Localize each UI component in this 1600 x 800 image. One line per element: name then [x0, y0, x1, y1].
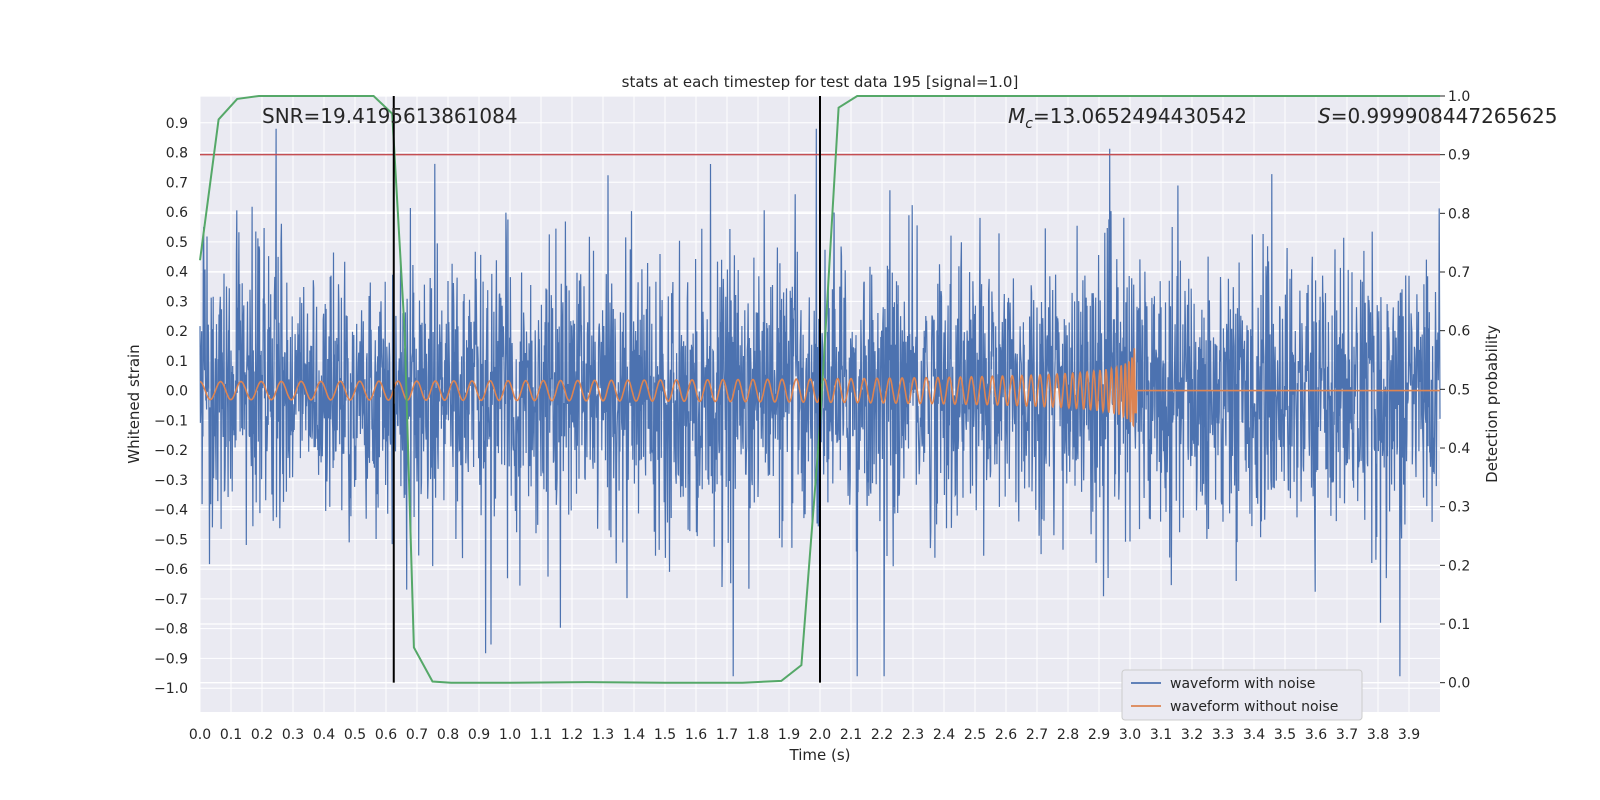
- x-tick-label: 2.7: [1026, 727, 1048, 743]
- chirp-mass-annotation: Mc=13.0652494430542: [1008, 104, 1247, 132]
- y-tick-label: 0.6: [166, 205, 188, 221]
- ticks: 0.0 0.1 0.2 0.3 0.4 0.5 0.6 0.7 0.8 0.9 1.0 1.1 1.2 1…: [154, 89, 1470, 743]
- y-tick-label-right: 0.8: [1448, 206, 1470, 222]
- y-tick-label-right: 0.4: [1448, 441, 1470, 457]
- chirp-mass-symbol: M: [1008, 104, 1025, 128]
- x-tick-label: 2.4: [933, 727, 955, 743]
- x-tick-label: 1.1: [530, 727, 552, 743]
- x-tick-label: 0.1: [220, 727, 242, 743]
- chirp-mass-value: =13.0652494430542: [1033, 104, 1247, 128]
- x-tick-label: 3.0: [1119, 727, 1141, 743]
- s-value: =0.999908447265625: [1331, 104, 1558, 128]
- s-symbol: S: [1318, 104, 1331, 128]
- y-tick-label-right: 1.0: [1448, 89, 1470, 105]
- y-tick-label: 0.2: [166, 324, 188, 340]
- y-tick-label: −0.6: [154, 562, 188, 578]
- y-tick-label-right: 0.5: [1448, 382, 1470, 398]
- x-tick-label: 2.9: [1088, 727, 1110, 743]
- x-tick-label: 1.2: [561, 727, 583, 743]
- y-tick-label-right: 0.0: [1448, 676, 1470, 692]
- x-tick-label: 2.3: [902, 727, 924, 743]
- x-tick-label: 2.2: [871, 727, 893, 743]
- snr-annotation: SNR=19.4195613861084: [262, 104, 518, 128]
- chirp-mass-subscript: c: [1025, 116, 1033, 132]
- y-tick-label: 0.9: [166, 116, 188, 132]
- x-tick-label: 0.0: [189, 727, 211, 743]
- x-tick-label: 0.4: [313, 727, 335, 743]
- x-tick-label: 0.7: [406, 727, 428, 743]
- y-tick-label: −0.2: [154, 443, 188, 459]
- x-tick-label: 3.8: [1367, 727, 1389, 743]
- x-tick-label: 0.8: [437, 727, 459, 743]
- x-tick-label: 1.8: [747, 727, 769, 743]
- s-annotation: S=0.999908447265625: [1318, 104, 1557, 128]
- y-tick-label-right: 0.6: [1448, 324, 1470, 340]
- y-tick-label: −1.0: [154, 681, 188, 697]
- x-tick-label: 3.3: [1212, 727, 1234, 743]
- x-tick-label: 0.5: [344, 727, 366, 743]
- legend-label-noise: waveform with noise: [1170, 676, 1315, 692]
- x-tick-label: 3.5: [1274, 727, 1296, 743]
- x-tick-label: 2.8: [1057, 727, 1079, 743]
- y-tick-label: −0.7: [154, 592, 188, 608]
- x-tick-label: 3.1: [1150, 727, 1172, 743]
- y-axis-label: Whitened strain: [125, 344, 143, 463]
- y-tick-label: 0.7: [166, 175, 188, 191]
- chart-title: stats at each timestep for test data 195…: [622, 73, 1019, 91]
- y-tick-label: 0.3: [166, 294, 188, 310]
- y-tick-label-right: 0.9: [1448, 148, 1470, 164]
- y-tick-label: 0.5: [166, 235, 188, 251]
- x-tick-label: 1.5: [654, 727, 676, 743]
- x-tick-label: 3.4: [1243, 727, 1265, 743]
- y-tick-label: 0.4: [166, 265, 188, 281]
- x-tick-label: 2.0: [809, 727, 831, 743]
- x-tick-label: 1.6: [685, 727, 707, 743]
- annotations: [392, 96, 821, 683]
- x-tick-label: 1.0: [499, 727, 521, 743]
- x-tick-label: 3.7: [1336, 727, 1358, 743]
- x-tick-label: 1.9: [778, 727, 800, 743]
- x-tick-label: 0.2: [251, 727, 273, 743]
- x-tick-label: 2.1: [840, 727, 862, 743]
- y-tick-label-right: 0.1: [1448, 617, 1470, 633]
- x-tick-label: 3.6: [1305, 727, 1327, 743]
- x-tick-label: 0.3: [282, 727, 304, 743]
- x-tick-label: 0.9: [468, 727, 490, 743]
- x-tick-label: 1.7: [716, 727, 738, 743]
- series-detection-probability: [199, 95, 1440, 684]
- legend: waveform with noise waveform without noi…: [1121, 669, 1363, 721]
- legend-box: [1121, 669, 1363, 721]
- y-tick-label: −0.5: [154, 532, 188, 548]
- x-tick-label: 3.2: [1181, 727, 1203, 743]
- y-tick-label-right: 0.2: [1448, 558, 1470, 574]
- x-tick-label: 1.4: [623, 727, 645, 743]
- y-tick-label: −0.1: [154, 413, 188, 429]
- y-tick-label: 0.8: [166, 146, 188, 162]
- y-tick-label: 0.0: [166, 384, 188, 400]
- y-tick-label-right: 0.7: [1448, 265, 1470, 281]
- y-tick-label: 0.1: [166, 354, 188, 370]
- y-tick-label-right: 0.3: [1448, 500, 1470, 516]
- x-tick-label: 2.5: [964, 727, 986, 743]
- x-axis-label: Time (s): [789, 746, 851, 764]
- y-tick-label: −0.3: [154, 473, 188, 489]
- legend-label-clean: waveform without noise: [1170, 699, 1338, 715]
- y-tick-label: −0.8: [154, 622, 188, 638]
- y-tick-label: −0.9: [154, 651, 188, 667]
- x-tick-label: 1.3: [592, 727, 614, 743]
- x-tick-label: 2.6: [995, 727, 1017, 743]
- y-axis-label-right: Detection probability: [1483, 325, 1501, 483]
- x-tick-label: 3.9: [1398, 727, 1420, 743]
- y-tick-label: −0.4: [154, 503, 188, 519]
- x-tick-label: 0.6: [375, 727, 397, 743]
